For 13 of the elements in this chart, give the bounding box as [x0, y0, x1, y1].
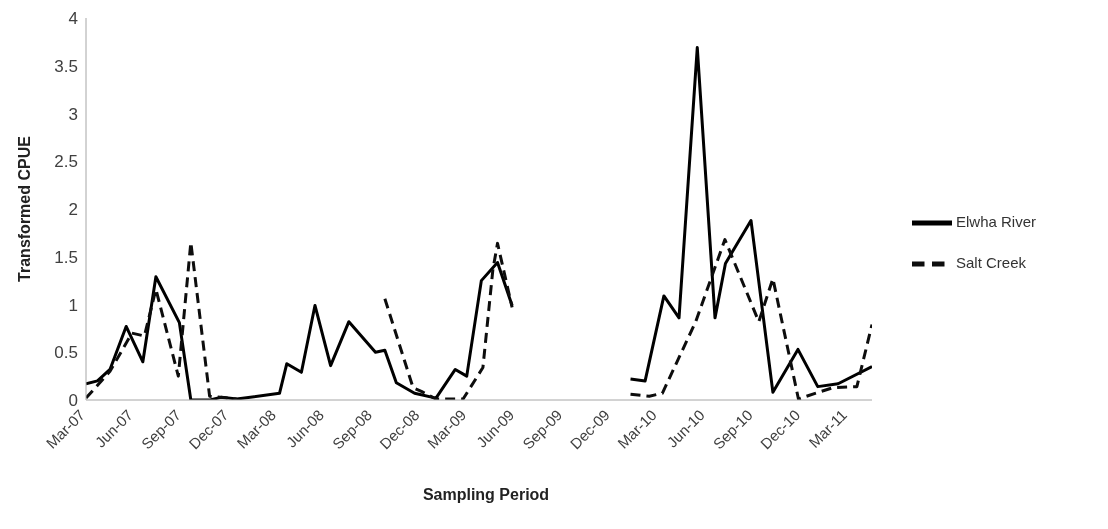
y-tick-label: 2.5: [54, 152, 78, 172]
y-tick-label: 1.5: [54, 247, 78, 267]
y-tick-label: 4: [68, 9, 78, 29]
x-axis-title: Sampling Period: [421, 486, 551, 504]
y-tick-label: 3.5: [54, 56, 78, 76]
y-tick-label: 0.5: [54, 343, 78, 363]
y-tick-label: 0: [68, 391, 78, 411]
y-axis-title: Transformed CPUE: [15, 135, 33, 282]
y-tick-label: 1: [68, 295, 78, 315]
legend-label: Salt Creek: [956, 254, 1027, 271]
y-tick-label: 3: [68, 104, 78, 124]
legend-label: Elwha River: [956, 212, 1037, 230]
y-tick-label: 2: [68, 200, 78, 220]
